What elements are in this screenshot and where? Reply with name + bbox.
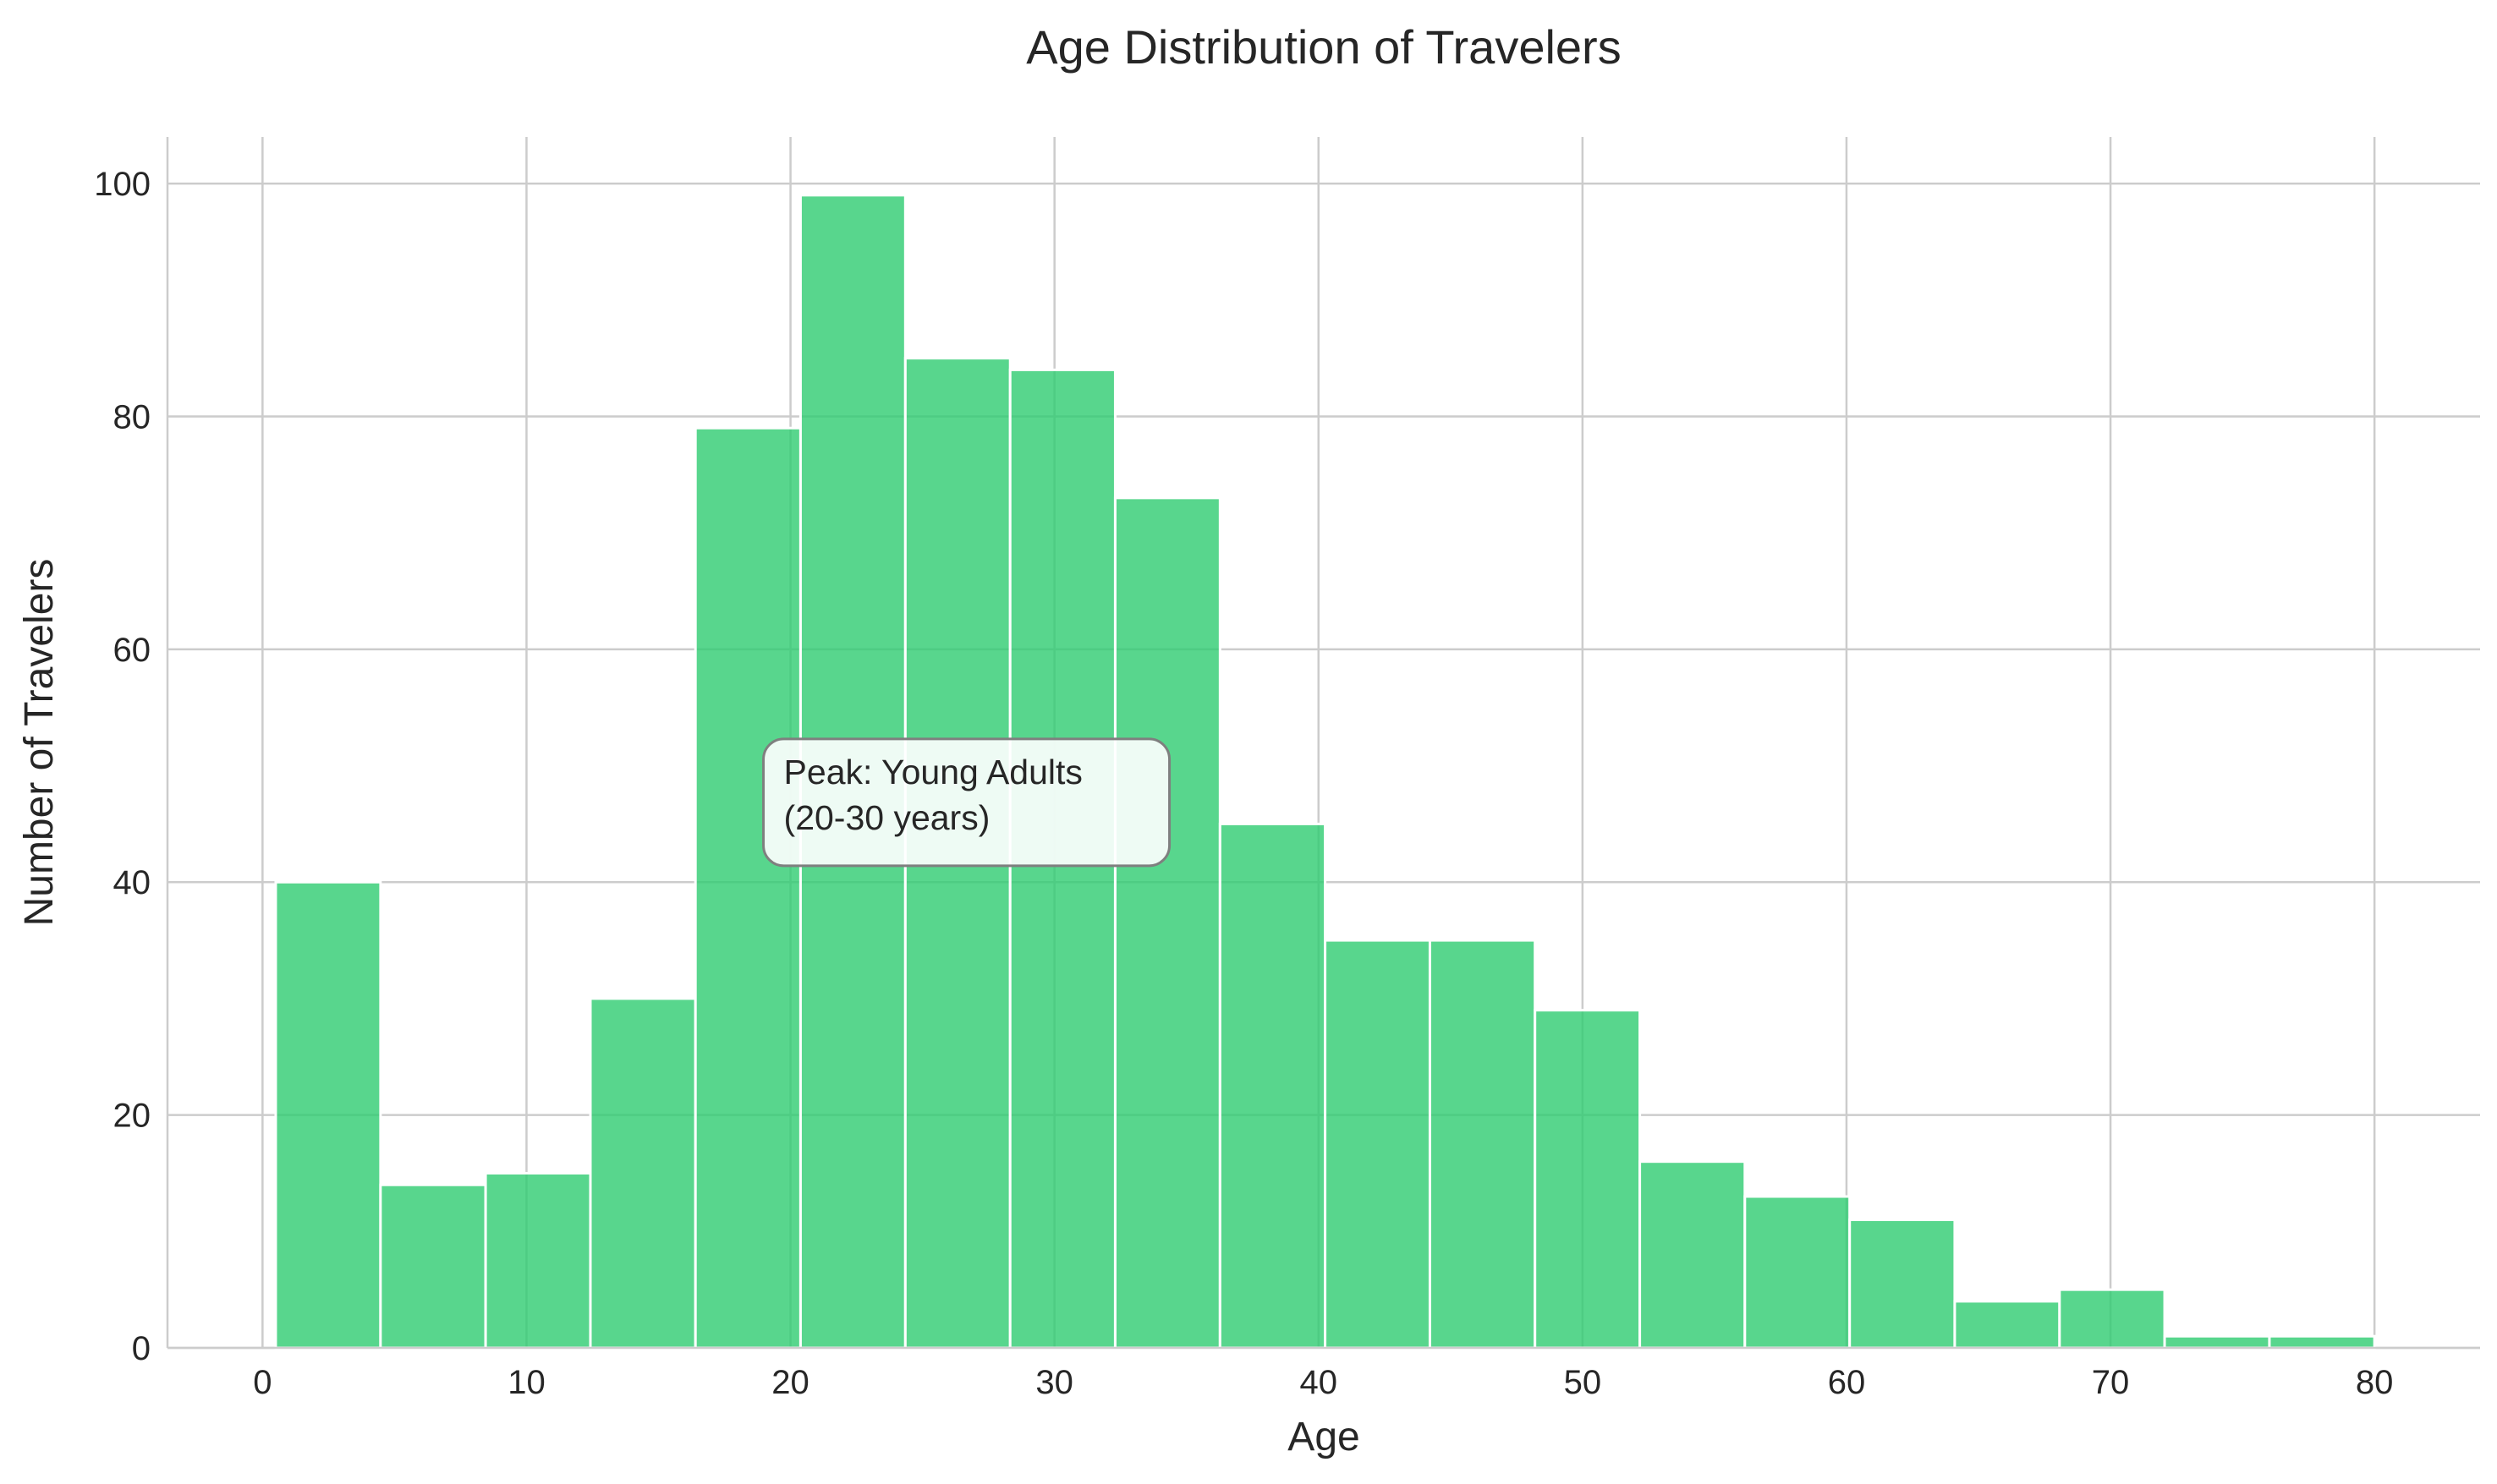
y-tick-label: 20 bbox=[113, 1098, 151, 1135]
x-tick-label: 0 bbox=[253, 1364, 272, 1401]
x-tick-label: 80 bbox=[2356, 1364, 2394, 1401]
histogram-bar bbox=[1743, 1195, 1852, 1350]
histogram-bar bbox=[2268, 1334, 2376, 1350]
histogram-bar bbox=[379, 1183, 487, 1350]
x-tick-label: 40 bbox=[1300, 1364, 1338, 1401]
annotation-text-line: (20-30 years) bbox=[784, 798, 991, 837]
histogram-bar bbox=[1534, 1009, 1642, 1350]
histogram-bar bbox=[1113, 496, 1221, 1350]
annotation-text-line: Peak: Young Adults bbox=[784, 753, 1083, 791]
y-tick-label: 40 bbox=[113, 864, 151, 901]
chart-title: Age Distribution of Travelers bbox=[1026, 20, 1621, 74]
histogram-bar bbox=[484, 1171, 592, 1350]
histogram-bar bbox=[1638, 1160, 1747, 1350]
histogram-bar bbox=[589, 997, 697, 1350]
x-axis-label: Age bbox=[1287, 1415, 1359, 1459]
histogram-bar bbox=[1428, 939, 1537, 1350]
histogram-bar bbox=[694, 426, 802, 1350]
histogram-bars bbox=[274, 194, 2376, 1350]
x-tick-label: 50 bbox=[1564, 1364, 1602, 1401]
histogram-bar bbox=[1324, 939, 1431, 1350]
histogram-bar bbox=[2163, 1334, 2271, 1350]
y-tick-label: 60 bbox=[113, 632, 151, 669]
x-tick-label: 60 bbox=[1828, 1364, 1866, 1401]
axis-spines bbox=[166, 137, 2480, 1350]
tick-labels: 0 10 20 30 40 50 60 70 80 0 20 40 60 80 100 bbox=[94, 166, 2393, 1401]
x-tick-label: 30 bbox=[1035, 1364, 1073, 1401]
x-tick-label: 20 bbox=[771, 1364, 809, 1401]
y-tick-label: 80 bbox=[113, 398, 151, 435]
histogram-bar bbox=[1953, 1300, 2061, 1350]
peak-annotation: Peak: Young Adults (20-30 years) bbox=[762, 737, 1172, 868]
x-tick-label: 70 bbox=[2092, 1364, 2130, 1401]
y-tick-label: 0 bbox=[132, 1330, 151, 1367]
y-tick-label: 100 bbox=[94, 166, 151, 203]
annotation-box bbox=[762, 737, 1172, 868]
histogram-bar bbox=[1848, 1218, 1956, 1350]
histogram-bar bbox=[2058, 1288, 2166, 1350]
histogram-bar bbox=[274, 880, 382, 1350]
y-axis-label: Number of Travelers bbox=[17, 559, 62, 927]
x-tick-label: 10 bbox=[508, 1364, 546, 1401]
histogram-bar bbox=[1218, 822, 1327, 1350]
